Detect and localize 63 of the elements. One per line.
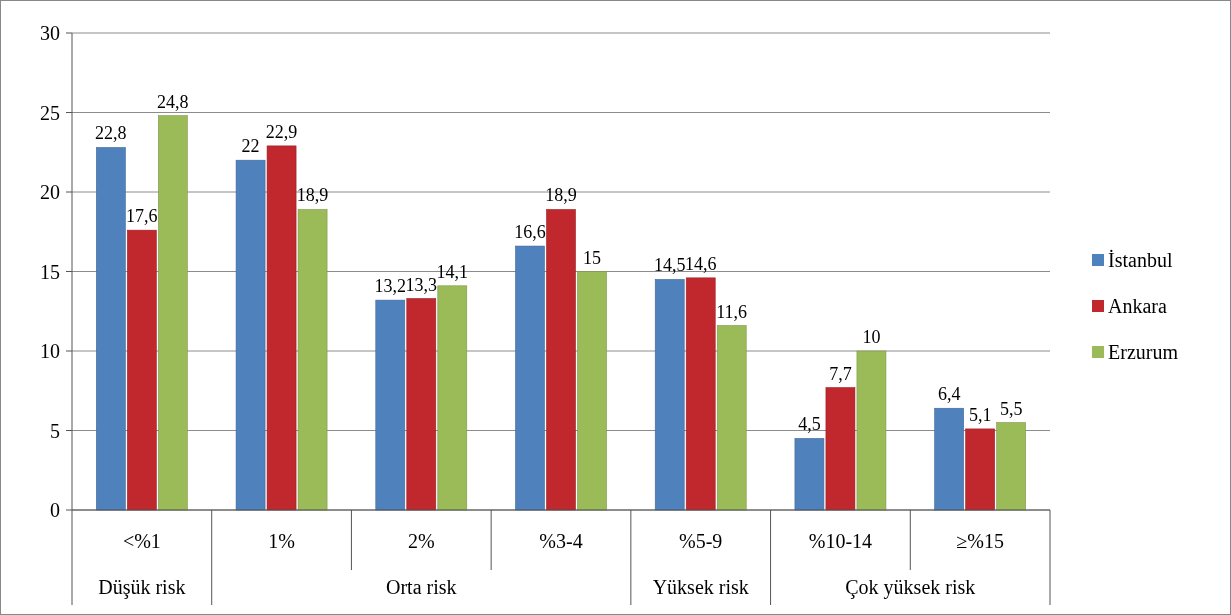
data-label: 22,9: [265, 121, 298, 142]
data-label: 16,6: [514, 222, 546, 243]
bar: [716, 325, 747, 511]
text: Yüksek risk: [652, 576, 749, 598]
bar: [825, 387, 856, 511]
y-tick-label: 15: [40, 260, 60, 283]
x-tick-label: 1%: [268, 530, 295, 552]
y-tick-label: 30: [40, 22, 60, 44]
y-tick-label: 10: [40, 340, 60, 362]
bar: [654, 279, 685, 511]
text: Orta risk: [386, 576, 457, 598]
data-label: 13,3: [405, 274, 438, 295]
bar: [515, 245, 545, 511]
text: Çok yüksek risk: [845, 576, 976, 599]
data-label: 10: [862, 327, 881, 347]
bar: [235, 159, 266, 511]
data-label: 24,8: [157, 91, 189, 112]
x-tick-label: %3-4: [539, 530, 583, 552]
data-label: 13,2: [374, 276, 407, 297]
data-label: 15: [583, 247, 601, 268]
bar: [934, 407, 964, 511]
data-label: 5,5: [999, 398, 1023, 419]
bar: [127, 229, 157, 511]
bar: [856, 350, 887, 511]
bar: [96, 147, 126, 511]
bar: [297, 209, 328, 511]
data-label: 14,1: [436, 261, 469, 282]
bar: [685, 277, 716, 511]
bar: [577, 271, 607, 511]
bar: [158, 115, 188, 511]
data-label: 6,4: [937, 384, 961, 405]
data-label: 14,5: [653, 255, 686, 276]
text: Düşük risk: [98, 576, 186, 599]
data-label: 18,9: [296, 185, 329, 206]
y-tick-label: 0: [50, 499, 60, 521]
x-tick-label: ≥%15: [956, 530, 1004, 552]
legend-label: Ankara: [1108, 295, 1167, 317]
data-label: 14,6: [684, 253, 717, 274]
x-tick-label: <%1: [122, 530, 161, 552]
x-tick-label: %10-14: [808, 530, 873, 552]
legend-label: Erzurum: [1108, 341, 1179, 363]
x-tick-label: 2%: [407, 530, 435, 552]
data-label: 22: [241, 136, 260, 157]
bar: [266, 145, 297, 511]
legend-label: İstanbul: [1108, 249, 1173, 271]
bar: [437, 285, 468, 511]
bar: [546, 209, 576, 511]
y-tick-label: 25: [40, 101, 60, 124]
data-label: 4,5: [798, 414, 821, 435]
data-label: 18,9: [545, 185, 577, 206]
y-tick-label: 20: [40, 181, 60, 203]
bar: [794, 438, 825, 511]
bar: [375, 299, 406, 511]
bar: [965, 428, 995, 511]
data-label: 17,6: [126, 206, 158, 227]
y-tick-label: 5: [50, 419, 60, 442]
data-label: 11,6: [716, 301, 748, 322]
x-tick-label: %5-9: [679, 530, 723, 552]
data-label: 5,1: [968, 404, 992, 425]
data-label: 7,7: [829, 363, 852, 384]
data-label: 22,8: [95, 123, 127, 144]
bar: [996, 422, 1026, 511]
bar: [406, 298, 437, 511]
